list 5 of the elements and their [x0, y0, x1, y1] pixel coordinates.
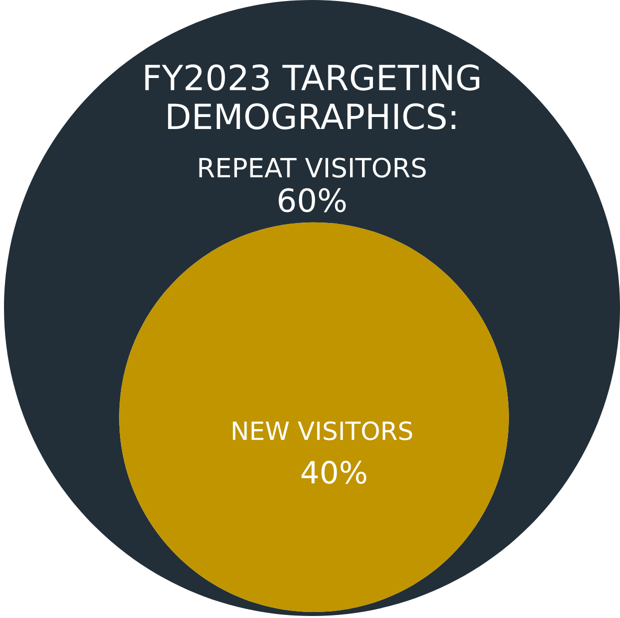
data-label: 40% [302, 460, 366, 484]
category-label: NEW VISITORS [232, 421, 412, 440]
category-label: REPEAT VISITORS [199, 158, 426, 178]
text: FY2023 TARGETING DEMOGRAPHICS: [145, 64, 480, 130]
data-label: 60% [278, 188, 346, 212]
